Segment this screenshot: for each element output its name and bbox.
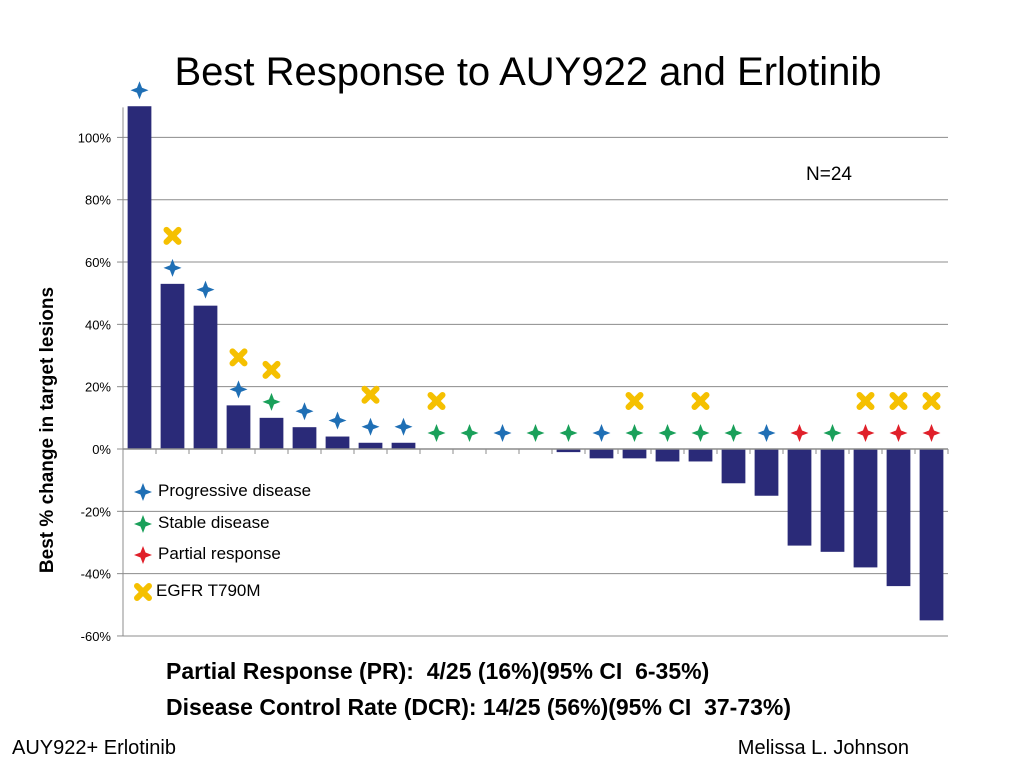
response-marker <box>196 280 215 299</box>
response-marker <box>691 424 710 442</box>
y-tick-label: -20% <box>81 504 112 519</box>
bar <box>589 449 614 459</box>
response-marker <box>229 380 248 399</box>
bar <box>622 449 647 459</box>
y-tick-label: 0% <box>92 442 111 457</box>
legend-label: Partial response <box>158 544 281 563</box>
bar <box>193 305 218 449</box>
t790m-marker <box>625 392 644 410</box>
response-marker <box>361 417 380 436</box>
t790m-marker <box>262 360 281 379</box>
y-tick-label: 80% <box>85 193 111 208</box>
t790m-marker <box>889 392 908 410</box>
t790m-marker <box>427 392 446 410</box>
footer-right: Melissa L. Johnson <box>737 737 909 759</box>
legend-marker <box>134 583 152 601</box>
response-marker <box>163 258 182 277</box>
legend-label: EGFR T790M <box>156 581 261 600</box>
response-marker <box>823 424 842 442</box>
response-marker <box>559 424 578 442</box>
response-marker <box>592 424 611 442</box>
response-marker <box>130 81 149 100</box>
response-marker <box>493 424 512 442</box>
bar <box>655 449 680 462</box>
y-tick-label: 60% <box>85 255 111 270</box>
response-marker <box>922 424 941 442</box>
response-marker <box>262 392 281 411</box>
y-tick-label: -40% <box>81 567 112 582</box>
bar <box>820 449 845 552</box>
t790m-marker <box>163 226 182 245</box>
legend-marker <box>134 546 152 564</box>
response-marker <box>757 424 776 442</box>
bar <box>391 442 416 449</box>
response-marker <box>790 424 809 442</box>
legend-marker <box>134 483 152 501</box>
response-marker <box>889 424 908 442</box>
response-marker <box>658 424 677 442</box>
disease-control-summary: Disease Control Rate (DCR): 14/25 (56%)(… <box>166 694 792 720</box>
bar <box>358 442 383 449</box>
bar <box>919 449 944 621</box>
bar <box>754 449 779 496</box>
sample-size-annotation: N=24 <box>806 164 852 185</box>
t790m-marker <box>856 392 875 410</box>
bar <box>886 449 911 587</box>
response-marker <box>625 424 644 442</box>
y-tick-label: 20% <box>85 380 111 395</box>
bar <box>259 417 284 449</box>
bar <box>226 405 251 449</box>
response-marker <box>460 424 479 442</box>
response-marker <box>856 424 875 442</box>
response-marker <box>427 424 446 442</box>
response-marker <box>724 424 743 442</box>
chart-title: Best Response to AUY922 and Erlotinib <box>174 50 882 94</box>
response-marker <box>394 417 413 436</box>
y-tick-label: -60% <box>81 629 112 644</box>
t790m-marker <box>691 392 710 410</box>
bar <box>853 449 878 568</box>
response-marker <box>328 411 347 430</box>
bar <box>325 436 350 449</box>
legend-label: Stable disease <box>158 513 270 532</box>
response-marker <box>526 424 545 442</box>
legend-label: Progressive disease <box>158 481 312 500</box>
t790m-marker <box>922 392 941 410</box>
bar <box>292 427 317 449</box>
bar <box>160 283 185 449</box>
t790m-marker <box>361 385 380 404</box>
bar <box>688 449 713 462</box>
partial-response-summary: Partial Response (PR): 4/25 (16%)(95% CI… <box>166 658 710 684</box>
y-tick-label: 100% <box>78 130 112 145</box>
response-marker <box>295 402 314 421</box>
legend-marker <box>134 515 152 533</box>
footer-left: AUY922+ Erlotinib <box>12 737 176 759</box>
bar <box>721 449 746 484</box>
y-tick-label: 40% <box>85 317 111 332</box>
bar <box>127 106 152 450</box>
bar <box>787 449 812 546</box>
t790m-marker <box>229 348 248 367</box>
bar <box>556 449 581 453</box>
